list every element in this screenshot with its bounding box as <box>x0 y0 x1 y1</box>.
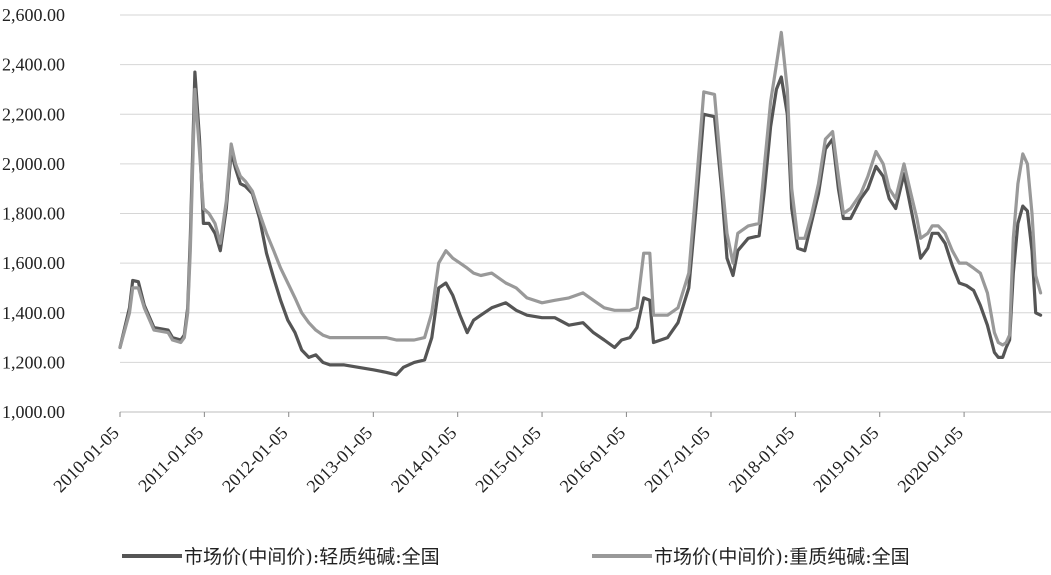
series-line-2 <box>118 30 1043 350</box>
legend: 市场价(中间价):轻质纯碱:全国 市场价(中间价):重质纯碱:全国 <box>122 546 910 568</box>
x-tick-label: 2018-01-05 <box>725 423 799 497</box>
legend-label-2: 市场价(中间价):重质纯碱:全国 <box>654 546 910 568</box>
x-tick-label: 2014-01-05 <box>387 423 461 497</box>
y-tick-label: 2,600.00 <box>2 5 65 25</box>
x-tick-label: 2016-01-05 <box>556 423 630 497</box>
y-tick-label: 1,000.00 <box>2 402 65 422</box>
x-tick-label: 2020-01-05 <box>893 423 967 497</box>
axes: 1,000.00 1,200.00 1,400.00 1,600.00 1,800.00… <box>2 5 1051 496</box>
y-tick-label: 1,800.00 <box>2 204 65 224</box>
y-tick-label: 2,000.00 <box>2 154 65 174</box>
y-tick-label: 1,200.00 <box>2 352 65 372</box>
x-tick-label: 2011-01-05 <box>134 423 207 496</box>
x-tick-label: 2019-01-05 <box>809 423 883 497</box>
x-tick-label: 2017-01-05 <box>640 423 714 497</box>
series-lines <box>118 30 1043 377</box>
y-tick-label: 1,400.00 <box>2 303 65 323</box>
series-line-1 <box>118 70 1043 377</box>
x-tick-label: 2015-01-05 <box>471 423 545 497</box>
y-tick-label: 1,600.00 <box>2 253 65 273</box>
x-tick-label: 2012-01-05 <box>218 423 292 497</box>
x-tick-label: 2010-01-05 <box>49 423 123 497</box>
y-tick-label: 2,200.00 <box>2 104 65 124</box>
legend-label-1: 市场价(中间价):轻质纯碱:全国 <box>184 546 440 568</box>
gridlines <box>120 14 1051 363</box>
x-tick-label: 2013-01-05 <box>303 423 377 497</box>
y-tick-label: 2,400.00 <box>2 55 65 75</box>
